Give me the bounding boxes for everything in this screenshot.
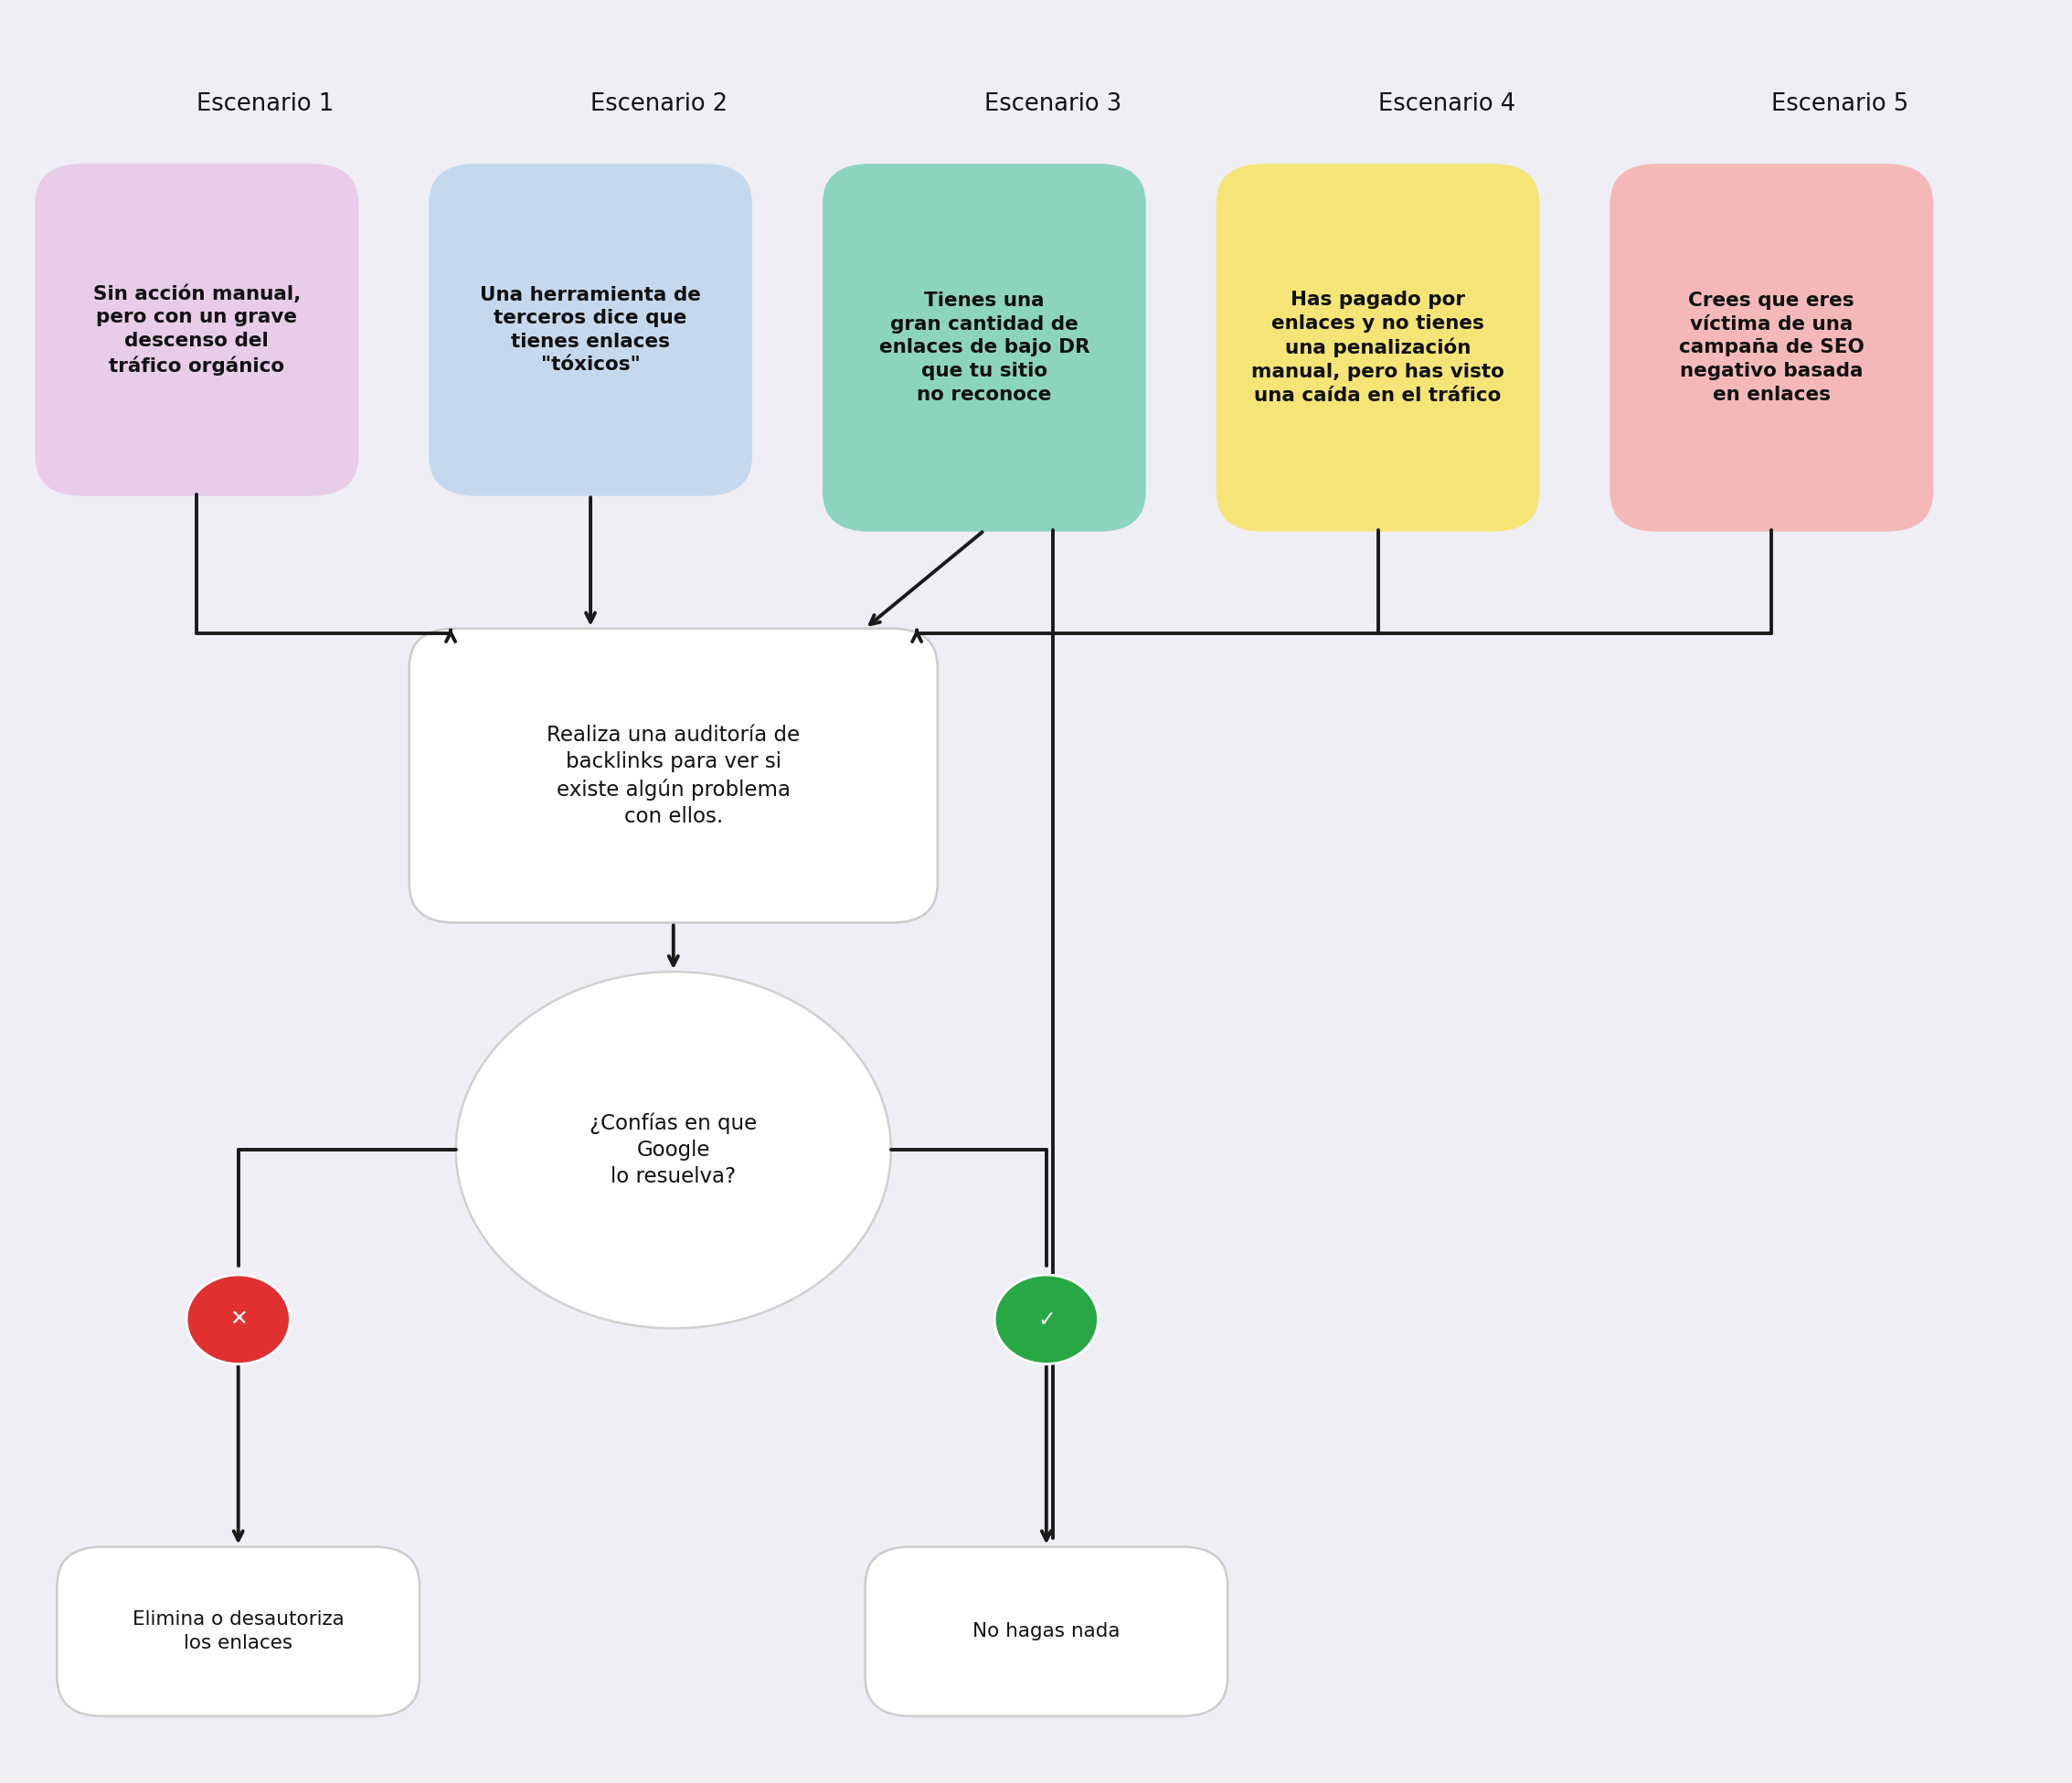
Circle shape: [186, 1275, 290, 1364]
FancyBboxPatch shape: [429, 164, 750, 494]
Text: Escenario 2: Escenario 2: [591, 93, 727, 116]
FancyBboxPatch shape: [410, 629, 937, 924]
Text: Escenario 1: Escenario 1: [197, 93, 334, 116]
Text: Realiza una auditoría de
backlinks para ver si
existe algún problema
con ellos.: Realiza una auditoría de backlinks para …: [547, 724, 800, 827]
Text: Escenario 3: Escenario 3: [984, 93, 1121, 116]
Text: Escenario 4: Escenario 4: [1378, 93, 1515, 116]
FancyBboxPatch shape: [823, 164, 1144, 531]
Text: Crees que eres
víctima de una
campaña de SEO
negativo basada
en enlaces: Crees que eres víctima de una campaña de…: [1678, 292, 1865, 403]
Circle shape: [995, 1275, 1098, 1364]
FancyBboxPatch shape: [58, 1546, 419, 1715]
FancyBboxPatch shape: [1218, 164, 1537, 531]
Text: Has pagado por
enlaces y no tienes
una penalización
manual, pero has visto
una c: Has pagado por enlaces y no tienes una p…: [1251, 291, 1504, 405]
Text: Tienes una
gran cantidad de
enlaces de bajo DR
que tu sitio
no reconoce: Tienes una gran cantidad de enlaces de b…: [879, 292, 1090, 403]
FancyBboxPatch shape: [1612, 164, 1931, 531]
FancyBboxPatch shape: [37, 164, 356, 494]
Text: ¿Confías en que
Google
lo resuelva?: ¿Confías en que Google lo resuelva?: [591, 1113, 756, 1187]
Text: ✕: ✕: [230, 1309, 247, 1330]
Text: No hagas nada: No hagas nada: [972, 1623, 1121, 1640]
FancyBboxPatch shape: [866, 1546, 1227, 1715]
Text: Elimina o desautoriza
los enlaces: Elimina o desautoriza los enlaces: [133, 1610, 344, 1653]
Text: Escenario 5: Escenario 5: [1772, 93, 1908, 116]
Text: Una herramienta de
terceros dice que
tienes enlaces
"tóxicos": Una herramienta de terceros dice que tie…: [481, 285, 700, 374]
Ellipse shape: [456, 972, 891, 1328]
Text: Sin acción manual,
pero con un grave
descenso del
tráfico orgánico: Sin acción manual, pero con un grave des…: [93, 285, 300, 374]
Text: ✓: ✓: [1038, 1309, 1055, 1330]
